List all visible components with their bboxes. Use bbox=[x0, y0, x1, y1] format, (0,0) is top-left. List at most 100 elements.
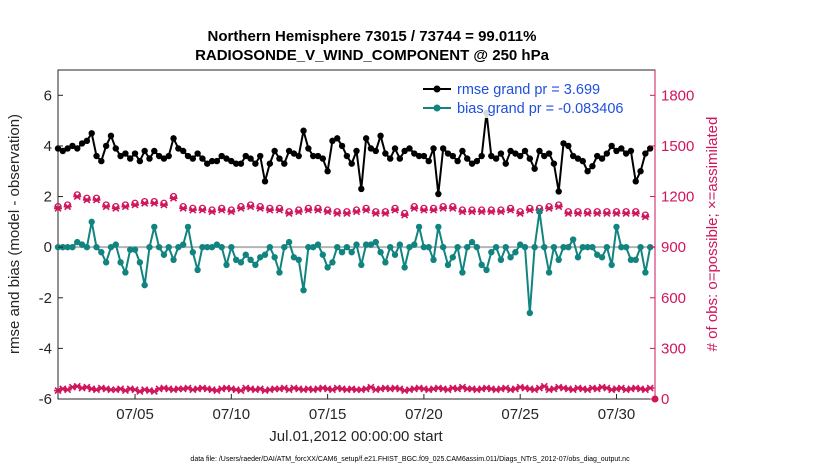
rmse-point bbox=[160, 155, 168, 162]
rmse-point bbox=[232, 160, 240, 167]
bias-point bbox=[314, 241, 322, 248]
bias-point bbox=[69, 243, 76, 251]
bias-point bbox=[569, 236, 577, 243]
obs-possible-point bbox=[266, 204, 274, 212]
bias-point bbox=[266, 243, 274, 251]
bias-point bbox=[223, 261, 230, 269]
obs-low-point bbox=[646, 384, 655, 392]
bias-point bbox=[319, 251, 326, 258]
obs-possible-point bbox=[63, 201, 72, 209]
y-tick-label: 0 bbox=[44, 239, 52, 256]
rmse-point bbox=[622, 150, 630, 157]
rmse-point bbox=[189, 155, 197, 162]
y-axis-label: rmse and bias (model - observation) bbox=[6, 114, 23, 354]
bias-point bbox=[627, 256, 635, 264]
rmse-point bbox=[290, 150, 298, 157]
bias-point bbox=[285, 238, 293, 246]
obs-assimilated-point bbox=[208, 208, 217, 216]
obs-assimilated-point bbox=[265, 206, 274, 214]
bias-point bbox=[420, 243, 428, 251]
rmse-point bbox=[497, 150, 505, 157]
obs-assimilated-point bbox=[150, 199, 159, 207]
obs-assimilated-point bbox=[573, 209, 582, 217]
bias-point bbox=[338, 249, 346, 256]
rmse-point bbox=[155, 152, 163, 160]
bias-point bbox=[237, 259, 245, 266]
bias-point bbox=[189, 249, 197, 256]
bias-series bbox=[54, 208, 654, 317]
obs-possible-point bbox=[179, 203, 187, 211]
rmse-point bbox=[603, 150, 611, 157]
obs-assimilated-point bbox=[516, 209, 525, 217]
rmse-point bbox=[478, 152, 485, 160]
bias-point bbox=[160, 251, 168, 258]
bias-point bbox=[228, 243, 235, 251]
obs-possible-point bbox=[468, 206, 476, 214]
rmse-point bbox=[242, 152, 249, 160]
obs-assimilated-point bbox=[631, 209, 640, 217]
bias-point bbox=[93, 243, 100, 251]
bias-point bbox=[252, 261, 259, 269]
obs-assimilated-point bbox=[419, 206, 428, 214]
bias-point bbox=[589, 243, 596, 251]
rmse-point bbox=[507, 147, 514, 155]
obs-possible-point bbox=[169, 192, 178, 201]
obs-possible-point bbox=[487, 206, 495, 214]
rmse-point bbox=[127, 155, 134, 162]
bias-point bbox=[281, 243, 288, 251]
rmse-point bbox=[555, 188, 562, 195]
obs-possible-point bbox=[189, 204, 197, 212]
rmse-point bbox=[574, 155, 582, 162]
obs-assimilated-point bbox=[381, 209, 390, 217]
bias-point bbox=[382, 259, 389, 266]
rmse-point bbox=[247, 155, 254, 162]
x-axis: 07/05 07/10 07/15 07/20 07/25 07/30 bbox=[116, 394, 635, 423]
obs-assimilated-point bbox=[439, 204, 448, 212]
rmse-point bbox=[594, 152, 601, 160]
obs-assimilated-point bbox=[554, 203, 563, 211]
rmse-point bbox=[401, 147, 408, 155]
rmse-point bbox=[541, 152, 548, 160]
rmse-point bbox=[228, 157, 235, 165]
bias-point bbox=[78, 241, 86, 248]
rmse-point bbox=[305, 145, 312, 152]
obs-possible-point bbox=[391, 204, 399, 212]
bias-point bbox=[290, 254, 298, 261]
obs-assimilated-point bbox=[63, 203, 72, 211]
rmse-point bbox=[102, 142, 110, 150]
obs-possible-point bbox=[343, 208, 351, 216]
bias-point bbox=[377, 249, 384, 256]
obs-assimilated-point bbox=[362, 206, 371, 214]
rmse-point bbox=[237, 160, 245, 167]
obs-possible-point bbox=[478, 206, 486, 214]
rmse-point bbox=[358, 185, 365, 193]
x-tick-label: 07/15 bbox=[309, 406, 347, 423]
obs-possible-point bbox=[372, 208, 380, 216]
rmse-point bbox=[468, 160, 476, 167]
rmse-point bbox=[69, 142, 76, 150]
rmse-point bbox=[151, 147, 158, 155]
chart-subtitle: RADIOSONDE_V_WIND_COMPONENT @ 250 hPa bbox=[195, 47, 550, 64]
obs-assimilated-point bbox=[313, 206, 322, 214]
bias-line bbox=[58, 210, 652, 314]
rmse-point bbox=[454, 157, 461, 165]
obs-assimilated-point bbox=[333, 209, 342, 217]
y2-tick-label: 300 bbox=[661, 340, 686, 357]
rmse-point bbox=[107, 132, 115, 139]
y-tick-label: 2 bbox=[44, 189, 52, 206]
obs-assimilated-point bbox=[73, 192, 82, 201]
rmse-point bbox=[444, 150, 452, 157]
obs-layer bbox=[54, 191, 659, 403]
rmse-point bbox=[271, 147, 278, 155]
bias-point bbox=[492, 243, 500, 251]
obs-assimilated-point bbox=[236, 204, 245, 212]
bias-point bbox=[343, 243, 351, 251]
bias-point bbox=[521, 243, 529, 251]
obs-possible-point bbox=[381, 208, 390, 216]
bias-point bbox=[329, 259, 336, 266]
rmse-point bbox=[213, 157, 221, 165]
rmse-point bbox=[261, 178, 269, 185]
bias-point bbox=[64, 243, 71, 251]
rmse-point bbox=[569, 152, 577, 160]
obs-assimilated-point bbox=[352, 208, 361, 216]
